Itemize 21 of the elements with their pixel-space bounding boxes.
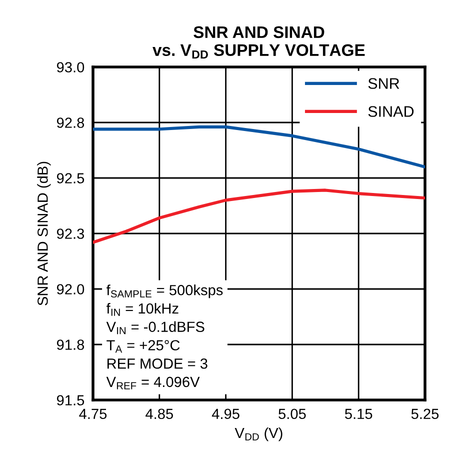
x-tick-label: 4.95 [212,408,240,420]
y-tick-label: 92.3 [56,228,84,239]
y-tick-label: 91.5 [56,395,84,406]
y-tick-label: 92.5 [56,173,84,184]
chart-title: SNR AND SINAD vs. V$_{DD}$ SUPPLY VOLTAGE [152,26,365,58]
y-tick-label: 91.8 [56,340,84,350]
legend-label: SNR [368,78,400,89]
line-series [93,125,425,168]
x-tick-label: 4.75 [79,408,107,420]
line-series [93,188,425,244]
x-axis-title: V$_{DD}$ (V) [234,427,282,442]
y-tick-label: 92.0 [56,284,84,294]
y-tick-label: 92.8 [56,118,84,128]
y-tick-label: 93.0 [56,62,84,72]
legend-label: SINAD [368,106,414,117]
text: f$_{SAMPLE}$ = 500ksps f$_{IN}$ = 10kHz V$_{IN}$ = -0.1dBFS T$_{A}$ = +25°C REF MODE = 3 V$_{REF}$ = 4.096V [106,284,223,390]
x-tick-label: 5.05 [278,408,306,420]
x-tick-label: 5.25 [411,408,439,420]
y-axis-title: SNR AND SINAD (dB) [37,162,51,306]
x-tick-label: 5.15 [344,408,372,420]
x-tick-label: 4.85 [146,408,173,420]
